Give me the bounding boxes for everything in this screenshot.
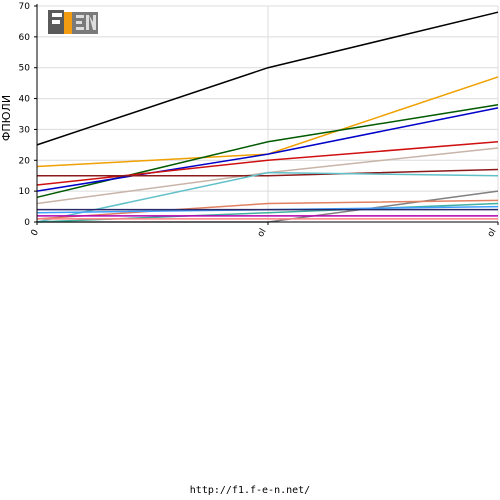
- series-lines: [36, 11, 499, 223]
- series-line-10: [36, 199, 499, 220]
- y-tick-label: 70: [19, 2, 31, 12]
- y-tick-label: 10: [19, 187, 31, 197]
- axes: [34, 4, 499, 225]
- y-tick-label: 20: [19, 156, 31, 166]
- f1en-logo: [48, 10, 98, 36]
- tick-labels: 0 10 20 30 40 50 60 70 0 ol ol: [19, 2, 499, 239]
- y-tick-label: 60: [19, 33, 31, 43]
- series-line-8: [36, 171, 499, 223]
- y-tick-label: 40: [19, 95, 31, 105]
- series-line-7: [37, 168, 499, 177]
- x-tick-label: ol: [486, 227, 499, 239]
- y-axis-title: ФПЮЛИ: [0, 95, 13, 141]
- series-line-4: [36, 107, 499, 192]
- grid: [36, 5, 499, 223]
- y-tick-label: 0: [24, 218, 30, 228]
- series-line-5: [36, 141, 499, 186]
- y-tick-label: 30: [19, 125, 31, 135]
- x-tick-label: ol: [256, 227, 269, 239]
- series-line-1: [36, 11, 499, 146]
- y-tick-label: 50: [19, 64, 31, 74]
- x-tick-label: 0: [30, 228, 42, 238]
- footer-url: http://f1.f-e-n.net/: [189, 485, 311, 496]
